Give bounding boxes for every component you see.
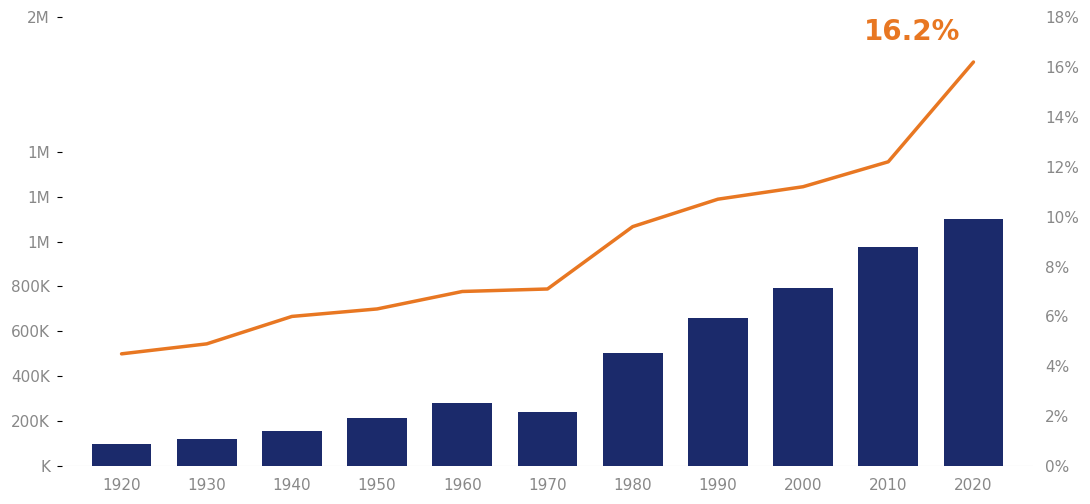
- Bar: [433, 403, 492, 466]
- Bar: [177, 439, 237, 466]
- Text: 16.2%: 16.2%: [864, 18, 960, 46]
- Bar: [603, 353, 663, 466]
- Bar: [944, 219, 1003, 466]
- Bar: [518, 412, 578, 466]
- Bar: [859, 247, 918, 466]
- Bar: [348, 418, 407, 466]
- Bar: [92, 444, 152, 466]
- Bar: [262, 431, 322, 466]
- Bar: [688, 318, 748, 466]
- Bar: [773, 288, 833, 466]
